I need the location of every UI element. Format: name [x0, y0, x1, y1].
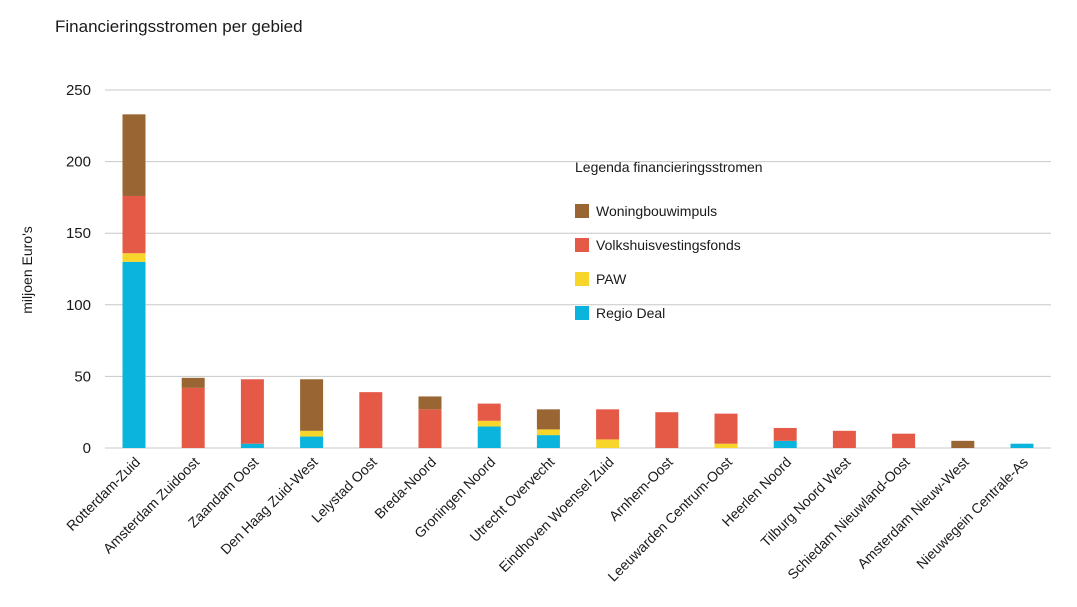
bars — [122, 114, 1034, 448]
bar-segment — [122, 261, 146, 448]
bar-segment — [536, 409, 560, 430]
y-tick-label: 0 — [83, 440, 91, 457]
y-tick-label: 200 — [66, 154, 91, 171]
legend-label: Volkshuisvestingsfonds — [596, 237, 741, 253]
bar-segment — [122, 195, 146, 254]
bar-segment — [832, 430, 856, 448]
legend-swatch — [575, 272, 589, 286]
bar-segment — [714, 443, 738, 448]
y-tick-label: 150 — [66, 225, 91, 242]
bar-segment — [536, 429, 560, 436]
legend-swatch — [575, 204, 589, 218]
bar-segment — [181, 377, 205, 388]
legend-label: Woningbouwimpuls — [596, 203, 717, 219]
legend-swatch — [575, 238, 589, 252]
y-tick-label: 50 — [74, 368, 91, 385]
legend-title: Legenda financieringsstromen — [575, 159, 763, 175]
bar-segment — [477, 403, 501, 421]
bar-segment — [418, 396, 442, 410]
x-tick-label: Eindhoven Woensel Zuid — [496, 454, 617, 575]
bar-segment — [892, 433, 916, 448]
x-tick-label: Nieuwegein Centrale-As — [913, 454, 1031, 572]
y-tick-label: 250 — [66, 82, 91, 99]
bar-segment — [477, 420, 501, 427]
y-axis-label: miljoen Euro's — [19, 226, 35, 314]
bar-segment — [951, 440, 975, 448]
bar-segment — [773, 440, 797, 448]
bar-segment — [300, 436, 324, 448]
bar-segment — [359, 392, 383, 448]
bar-segment — [1010, 443, 1034, 448]
bar-segment — [240, 379, 264, 444]
x-tick-label: Den Haag Zuid-West — [217, 454, 321, 558]
legend-items: Woningbouwimpuls Volkshuisvestingsfonds PA… — [575, 203, 741, 321]
x-tick-label: Schiedam Nieuwland-Oost — [784, 454, 913, 583]
legend-label: PAW — [596, 271, 627, 287]
y-tick-label: 100 — [66, 297, 91, 314]
legend-swatch — [575, 306, 589, 320]
x-tick-label: Leeuwarden Centrum-Oost — [604, 454, 735, 585]
legend: Legenda financieringsstromen Woningbouwi… — [575, 159, 763, 321]
bar-segment — [596, 409, 620, 440]
bar-segment — [300, 430, 324, 437]
bar-segment — [240, 443, 264, 448]
chart-title: Financieringsstromen per gebied — [55, 17, 303, 36]
bar-segment — [536, 435, 560, 448]
bar-segment — [655, 412, 679, 448]
bar-segment — [773, 427, 797, 441]
legend-label: Regio Deal — [596, 305, 665, 321]
bar-segment — [300, 379, 324, 431]
bar-segment — [477, 426, 501, 448]
bar-segment — [122, 114, 146, 196]
bar-segment — [418, 409, 442, 448]
y-axis-ticks: 0 50 100 150 200 250 — [66, 82, 91, 457]
bar-segment — [181, 387, 205, 448]
x-tick-label: Amsterdam Nieuw-West — [854, 454, 972, 572]
bar-segment — [714, 413, 738, 444]
bar-segment — [122, 253, 146, 262]
bar-segment — [596, 439, 620, 448]
